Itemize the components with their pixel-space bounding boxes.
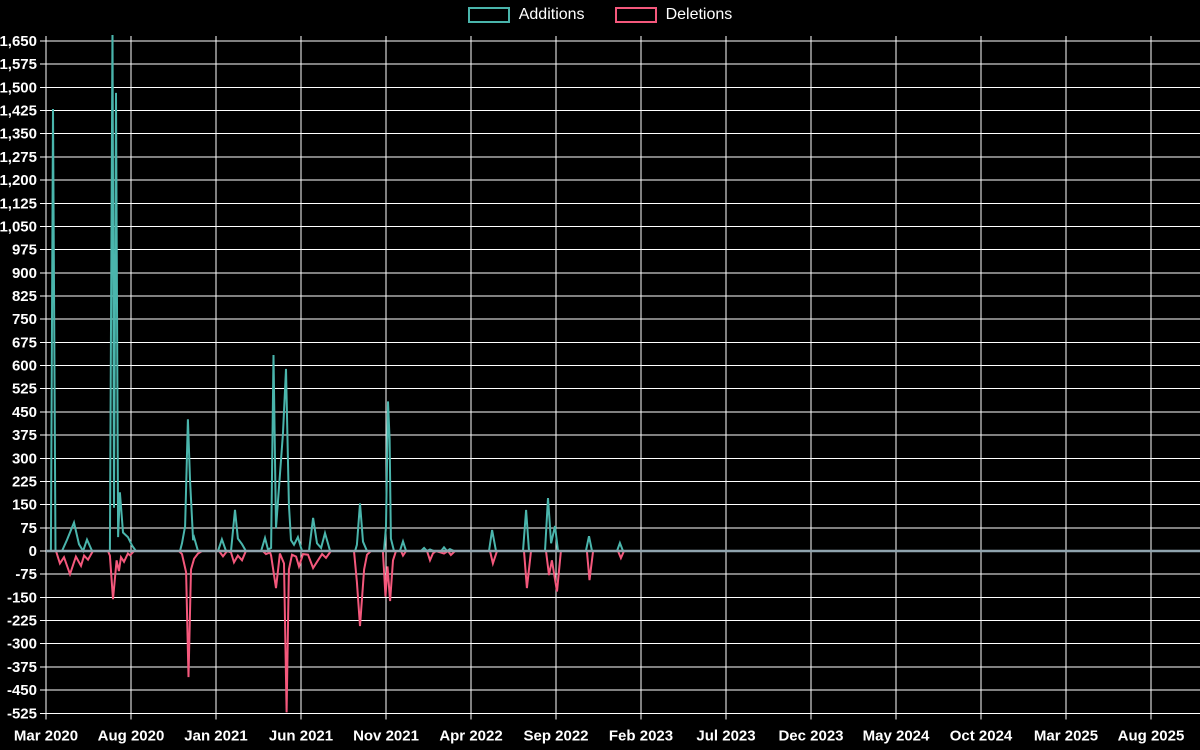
x-axis-tick-label: Nov 2021 <box>353 727 419 744</box>
y-axis-tick-label: 1,200 <box>0 172 37 189</box>
y-axis-tick-label: -225 <box>7 613 37 630</box>
x-axis-tick-label: Jul 2023 <box>696 727 755 744</box>
y-axis-tick-label: 1,275 <box>0 149 37 166</box>
x-axis-tick-label: Aug 2025 <box>1118 727 1185 744</box>
x-axis-tick-label: Mar 2020 <box>14 727 78 744</box>
y-axis-tick-label: 600 <box>12 358 37 375</box>
y-axis-tick-label: 1,575 <box>0 56 37 73</box>
x-axis-tick-label: Mar 2025 <box>1034 727 1098 744</box>
x-axis-tick-label: Apr 2022 <box>439 727 502 744</box>
legend-label-additions: Additions <box>518 6 585 23</box>
y-axis-tick-label: -300 <box>7 636 37 653</box>
x-axis-tick-label: Aug 2020 <box>98 727 165 744</box>
x-axis-tick-label: Dec 2023 <box>778 727 843 744</box>
y-axis-tick-label: 750 <box>12 311 37 328</box>
legend-item-additions[interactable]: Additions <box>467 6 585 23</box>
x-axis-tick-label: Oct 2024 <box>950 727 1013 744</box>
x-axis-tick-label: Jan 2021 <box>184 727 247 744</box>
y-axis-tick-label: 0 <box>29 543 37 560</box>
y-axis-tick-label: 225 <box>12 473 37 490</box>
chart-legend: Additions Deletions <box>0 7 1200 23</box>
y-axis-tick-label: 900 <box>12 265 37 282</box>
deletions-series-line <box>46 549 640 713</box>
x-axis-tick-label: Sep 2022 <box>523 727 588 744</box>
additions-swatch-icon <box>467 7 510 23</box>
additions-series-line <box>46 35 640 554</box>
y-axis-tick-label: 825 <box>12 288 37 305</box>
deletions-swatch-icon <box>614 7 657 23</box>
y-axis-tick-label: -525 <box>7 705 37 722</box>
y-axis-tick-label: 1,500 <box>0 79 37 96</box>
y-axis-tick-label: -450 <box>7 682 37 699</box>
y-axis-tick-label: 675 <box>12 334 37 351</box>
x-axis-tick-label: May 2024 <box>863 727 930 744</box>
y-axis-tick-label: 75 <box>20 520 37 537</box>
y-axis-tick-label: 1,350 <box>0 126 37 143</box>
x-axis-tick-label: Jun 2021 <box>269 727 333 744</box>
legend-item-deletions[interactable]: Deletions <box>614 6 733 23</box>
y-axis-tick-label: 975 <box>12 242 37 259</box>
y-axis-tick-label: 525 <box>12 381 37 398</box>
y-axis-tick-label: 450 <box>12 404 37 421</box>
y-axis-tick-label: 150 <box>12 497 37 514</box>
y-axis-tick-label: 1,650 <box>0 33 37 50</box>
y-axis-tick-label: 375 <box>12 427 37 444</box>
legend-label-deletions: Deletions <box>665 6 733 23</box>
y-axis-tick-label: -375 <box>7 659 37 676</box>
y-axis-tick-label: 1,125 <box>0 195 37 212</box>
y-axis-tick-label: -150 <box>7 589 37 606</box>
x-axis-tick-label: Feb 2023 <box>609 727 673 744</box>
y-axis-tick-label: 1,050 <box>0 218 37 235</box>
y-axis-tick-label: 300 <box>12 450 37 467</box>
y-axis-tick-label: -75 <box>15 566 37 583</box>
y-axis-tick-label: 1,425 <box>0 103 37 120</box>
